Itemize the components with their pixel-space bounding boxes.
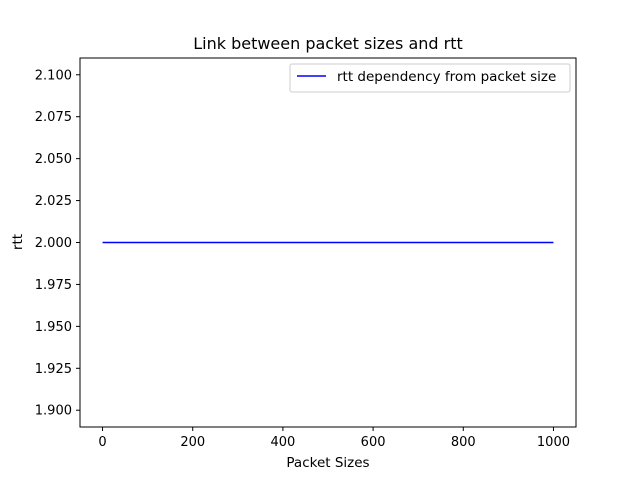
x-tick-label: 1000	[537, 435, 570, 450]
legend-box	[289, 63, 571, 93]
y-tick-label: 2.100	[35, 68, 72, 83]
y-axis-label: rtt	[10, 234, 26, 250]
x-tick-label: 800	[451, 435, 476, 450]
y-tick-label: 2.050	[35, 152, 72, 167]
y-tick-label: 1.975	[35, 278, 72, 293]
x-tick-label: 0	[98, 435, 106, 450]
y-tick-label: 1.950	[35, 320, 72, 335]
x-tick-label: 400	[270, 435, 295, 450]
y-tick-label: 2.025	[35, 194, 72, 209]
x-axis-label: Packet Sizes	[286, 455, 369, 471]
y-tick-label: 1.925	[35, 362, 72, 377]
chart-title: Link between packet sizes and rtt	[193, 34, 463, 53]
x-tick-label: 200	[180, 435, 205, 450]
legend: rtt dependency from packet size	[289, 63, 571, 93]
legend-label: rtt dependency from packet size	[337, 69, 556, 85]
y-tick-label: 1.900	[35, 404, 72, 419]
x-axis: 0 200 400 600 800 1000	[98, 427, 570, 450]
y-axis: 1.900 1.925 1.950 1.975 2.000 2.025 2.050 2.075…	[35, 68, 80, 419]
y-tick-label: 2.075	[35, 110, 72, 125]
x-tick-label: 600	[361, 435, 386, 450]
y-tick-label: 2.000	[35, 236, 72, 251]
